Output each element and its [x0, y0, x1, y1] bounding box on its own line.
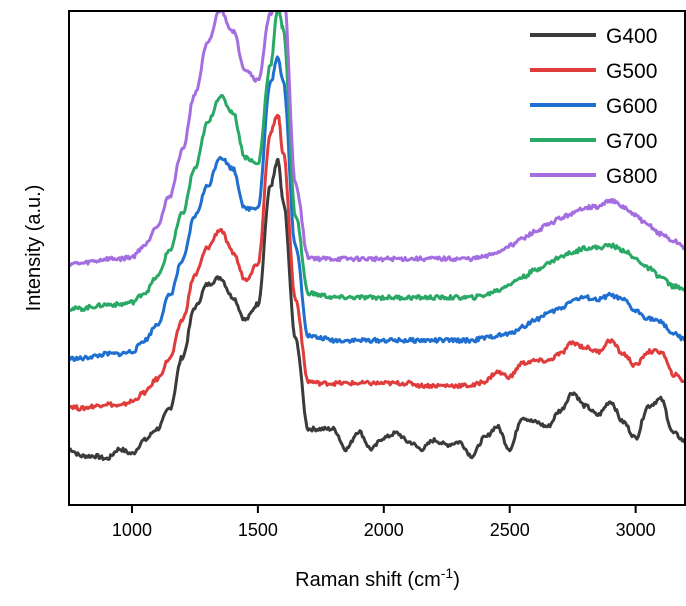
x-tick-label-2500: 2500	[490, 520, 530, 540]
plot-area-frame	[68, 10, 686, 506]
legend-label-g400: G400	[606, 25, 657, 48]
series-line-g800	[69, 11, 686, 267]
x-axis-title: Raman shift (cm-1)	[295, 565, 460, 591]
legend: G400 G500 G600 G700 G800	[530, 25, 657, 188]
x-tick-label-3000: 3000	[616, 520, 656, 540]
series-line-g500	[69, 113, 686, 412]
x-axis-ticks: 1000 1500 2000 2500 3000	[112, 505, 656, 540]
x-axis-title-close: )	[453, 569, 460, 591]
series-line-g400	[69, 157, 686, 461]
x-axis-title-superscript: -1	[441, 565, 454, 581]
x-tick-label-1000: 1000	[112, 520, 152, 540]
y-axis-title: Intensity (a.u.)	[23, 185, 45, 312]
x-tick-label-2000: 2000	[364, 520, 404, 540]
x-tick-label-1500: 1500	[238, 520, 278, 540]
legend-label-g500: G500	[606, 60, 657, 83]
series-line-g600	[69, 55, 686, 362]
series-line-g700	[69, 11, 686, 313]
legend-label-g800: G800	[606, 165, 657, 188]
legend-label-g600: G600	[606, 95, 657, 118]
x-axis-title-main: Raman shift (cm	[295, 569, 441, 591]
legend-label-g700: G700	[606, 130, 657, 153]
series-layer	[69, 11, 686, 461]
